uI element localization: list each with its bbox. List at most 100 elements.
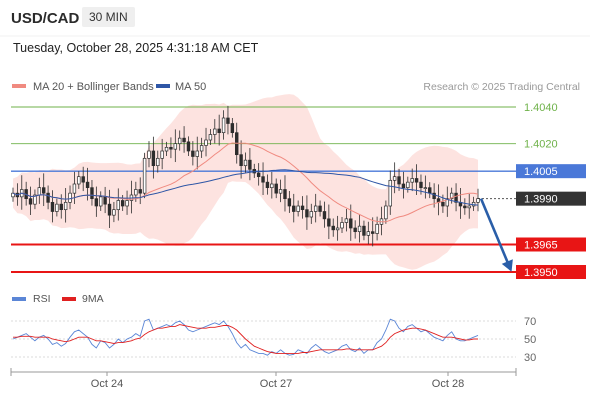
candle-body-down: [441, 201, 445, 207]
candle-body-up: [63, 201, 68, 211]
candle: [287, 190, 292, 213]
resistance-level-label: 1.4020: [524, 139, 558, 151]
ma9-legend-label: 9MA: [82, 293, 104, 305]
candle: [72, 171, 77, 205]
candle: [116, 188, 120, 221]
candle-body-up: [77, 176, 81, 185]
ma50-legend-swatch: [156, 84, 170, 88]
projection-arrowhead: [501, 259, 513, 272]
candle: [296, 200, 300, 217]
current-price-badge: [516, 191, 586, 206]
candle: [125, 190, 129, 215]
rsi-legend-label: RSI: [33, 293, 51, 305]
projection-shaft: [479, 198, 512, 269]
candle: [208, 129, 213, 145]
candle-body-up: [213, 128, 217, 135]
candle-body-up: [134, 189, 138, 196]
ma50-line: [12, 169, 479, 206]
candle: [191, 141, 195, 166]
candle: [28, 186, 33, 216]
candle-body-down: [103, 196, 107, 205]
candle: [41, 173, 46, 207]
candle: [169, 137, 173, 159]
candle: [397, 168, 401, 191]
candle: [362, 220, 366, 241]
candle-body-down: [256, 172, 261, 178]
rsi-tick-label: 70: [524, 316, 536, 328]
rsi-legend-swatch: [12, 297, 26, 301]
candle: [199, 137, 204, 158]
candle-body-down: [327, 218, 331, 227]
candle-body-up: [340, 222, 344, 229]
candle-body-up: [476, 198, 480, 203]
support-level-label: 1.3950: [524, 267, 558, 279]
pivot-level-badge: [516, 164, 586, 179]
candle: [50, 190, 55, 223]
candle-body-down: [169, 146, 173, 150]
candle: [55, 198, 59, 217]
candle-body-up: [116, 200, 120, 211]
chart-header: USD/CAD 30 MIN: [0, 0, 590, 38]
time-tick-label: Oct 24: [91, 378, 123, 390]
candle-body-up: [112, 209, 116, 216]
candle: [274, 178, 278, 199]
candle: [243, 152, 248, 173]
candle-body-down: [401, 183, 406, 189]
candle: [327, 204, 331, 240]
candle: [99, 191, 103, 211]
interval-badge[interactable]: 30 MIN: [82, 7, 135, 27]
candle: [335, 215, 340, 241]
candle-body-down: [322, 211, 327, 220]
rsi-tick-label: 50: [524, 334, 536, 346]
candle-body-up: [147, 150, 151, 159]
candle: [375, 216, 379, 241]
candle: [204, 127, 208, 157]
price-panel: 1.4040 1.4020 1.4005 1.3990 1.3965 1.3950: [11, 94, 586, 279]
rsi-tick-labels: 70 50 30: [524, 316, 536, 364]
rsi-9ma-line: [13, 324, 478, 354]
candle-body-down: [463, 205, 467, 209]
resistance-level-label: 1.4040: [524, 102, 558, 114]
candle: [283, 175, 287, 212]
candle-body-down: [85, 181, 90, 189]
candle-body-down: [331, 225, 335, 231]
bollinger-band-fill: [13, 94, 478, 270]
candle-body-down: [81, 176, 85, 183]
candle-body-up: [208, 134, 213, 141]
candle-body-down: [191, 150, 195, 157]
candle: [305, 195, 309, 230]
candle-body-down: [28, 198, 33, 205]
candle-body-up: [344, 218, 349, 223]
candle-body-up: [125, 200, 129, 207]
candle: [164, 141, 169, 156]
candle: [226, 105, 230, 135]
candle-body-down: [292, 205, 296, 212]
candle-body-down: [305, 209, 309, 218]
candle-body-down: [50, 201, 55, 212]
candle-body-up: [99, 196, 103, 207]
candle: [173, 129, 178, 163]
symbol-label: USD/CAD: [11, 10, 80, 27]
candle: [322, 201, 327, 228]
candle: [318, 200, 322, 217]
candle-body-down: [371, 231, 375, 234]
candle-body-up: [445, 198, 450, 207]
candle: [410, 168, 414, 192]
candle: [406, 176, 410, 193]
candle: [195, 136, 199, 170]
rsi-tick-label: 30: [524, 352, 536, 364]
candle: [138, 177, 142, 205]
candle-body-down: [226, 117, 230, 124]
ma20-legend-label: MA 20 + Bollinger Bands: [33, 81, 154, 93]
projection-arrow: [479, 198, 513, 272]
candle-body-down: [287, 198, 292, 207]
candle: [278, 179, 283, 203]
candle: [221, 110, 226, 140]
candle: [309, 203, 314, 224]
candle-body-up: [366, 231, 371, 236]
candle-body-up: [296, 205, 300, 212]
ma9-legend-swatch: [62, 297, 76, 301]
candle: [107, 189, 112, 229]
candle-body-down: [300, 205, 305, 211]
candle-body-down: [59, 203, 63, 211]
